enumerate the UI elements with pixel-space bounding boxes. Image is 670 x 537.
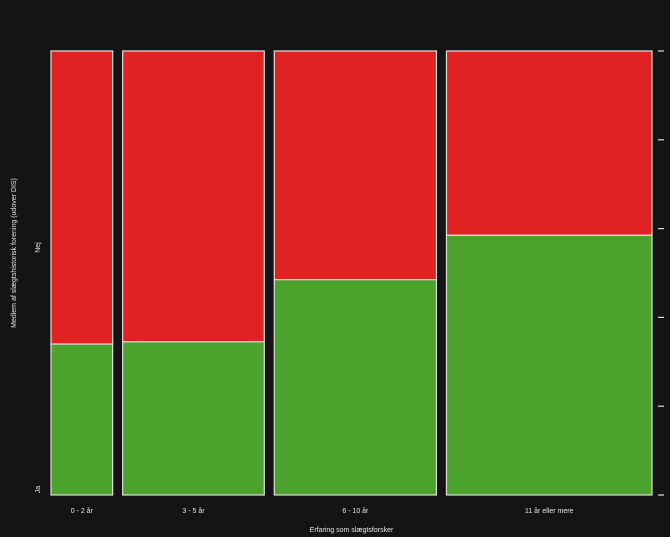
tile-nej-11-aar-eller-mere — [445, 50, 653, 236]
tile-ja-0-2-aar — [50, 343, 114, 496]
y-axis-label: Medlem af slægtshistorisk forening (udov… — [11, 178, 18, 328]
y-tick-label-nej: Nej — [35, 242, 42, 253]
x-tick-label-11-aar-eller-mere: 11 år eller mere — [525, 507, 574, 515]
x-tick-label-0-2-aar: 0 - 2 år — [71, 507, 94, 515]
y-tick-label-ja: Ja — [35, 486, 42, 494]
right-axis-ticks — [658, 50, 664, 496]
mosaic-tiles — [50, 50, 653, 496]
y-tick-labels: Ja Nej — [35, 242, 42, 493]
tile-nej-3-5-aar — [122, 50, 265, 343]
tile-ja-11-aar-eller-mere — [445, 234, 653, 496]
tile-nej-0-2-aar — [50, 50, 114, 345]
x-axis-label: Erfaring som slægtsforsker — [310, 527, 394, 534]
x-tick-label-6-10-aar: 6 - 10 år — [342, 507, 369, 515]
tile-ja-6-10-aar — [273, 279, 438, 496]
tile-ja-3-5-aar — [122, 341, 265, 496]
tile-nej-6-10-aar — [273, 50, 438, 281]
x-tick-label-3-5-aar: 3 - 5 år — [182, 507, 205, 515]
x-tick-labels: 0 - 2 år 3 - 5 år 6 - 10 år 11 år eller mer… — [71, 507, 574, 515]
